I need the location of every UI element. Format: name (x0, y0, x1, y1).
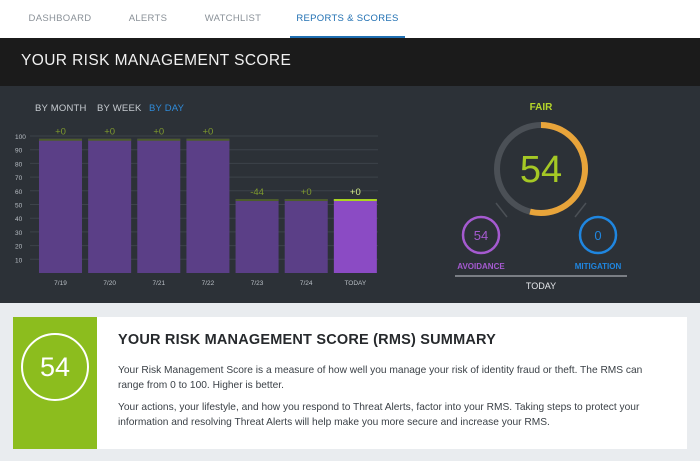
bar-change-label: +0 (153, 127, 164, 138)
y-tick-label: 60 (15, 189, 23, 196)
chart-bar (137, 138, 181, 273)
rms-summary-card: 54 YOUR RISK MANAGEMENT SCORE (RMS) SUMM… (13, 317, 687, 449)
score-bar-chart: 10 20 30 40 50 60 70 80 90 100 +0 7/19 +0 7/20 +0 7/21 +… (12, 127, 378, 287)
chart-bar-cap (186, 138, 230, 141)
bar-change-label: +0 (301, 187, 312, 198)
bar-change-label: -44 (250, 187, 264, 198)
chart-bar (88, 138, 132, 273)
y-tick-label: 90 (15, 148, 23, 155)
avoidance-circle (461, 215, 501, 255)
score-gauge: FAIR 54 54 AVOIDANCE 0 MITIGATION TODAY (455, 102, 627, 291)
y-tick-label: 50 (15, 203, 23, 210)
chart-bar-cap (39, 138, 82, 141)
y-tick-label: 70 (15, 175, 23, 182)
x-tick-label: 7/19 (54, 280, 67, 287)
bar-change-label: +0 (350, 187, 361, 198)
x-tick-label: TODAY (344, 280, 366, 287)
x-tick-label: 7/23 (251, 280, 264, 287)
score-panel: 10 20 30 40 50 60 70 80 90 100 +0 7/19 +0 7/20 +0 7/21 +… (0, 86, 700, 303)
y-tick-label: 10 (15, 257, 23, 264)
y-tick-label: 80 (15, 161, 23, 168)
rating-label: FAIR (530, 102, 554, 113)
chart-bar (186, 138, 230, 273)
bar-change-label: +0 (55, 127, 66, 138)
chart-bar (333, 199, 377, 273)
summary-accent: 54 (13, 317, 97, 449)
gauge-connector-left (495, 202, 508, 218)
tab-dashboard[interactable]: DASHBOARD (28, 13, 92, 24)
summary-paragraph-2: Your actions, your lifestyle, and how yo… (118, 402, 640, 428)
bar-change-label: +0 (104, 127, 115, 138)
mitigation-value: 0 (594, 228, 601, 243)
chart-bar-cap (137, 138, 181, 141)
chart-bar-cap (235, 199, 279, 202)
chart-bar-cap (333, 199, 377, 202)
x-tick-label: 7/22 (202, 280, 215, 287)
tab-reports-scores[interactable]: REPORTS & SCORES (290, 0, 405, 60)
gauge-connector-right (574, 202, 587, 218)
gauge-footer-label: TODAY (526, 281, 556, 291)
x-tick-label: 7/20 (103, 280, 116, 287)
summary-paragraph-1: Your Risk Management Score is a measure … (118, 365, 643, 391)
period-by-week[interactable]: BY WEEK (97, 103, 142, 114)
tab-watchlist[interactable]: WATCHLIST (204, 13, 262, 24)
mitigation-circle (578, 215, 618, 255)
top-nav: DASHBOARD ALERTS WATCHLIST REPORTS & SCO… (0, 0, 700, 60)
bar-change-label: +0 (203, 127, 214, 138)
period-by-month[interactable]: BY MONTH (35, 103, 87, 114)
chart-bar (235, 199, 279, 273)
gauge-score: 54 (520, 149, 562, 191)
y-tick-label: 30 (15, 230, 23, 237)
page-header: YOUR RISK MANAGEMENT SCORE (0, 38, 700, 86)
tab-reports-scores-label: REPORTS & SCORES (296, 13, 399, 24)
y-tick-label: 20 (15, 244, 23, 251)
chart-bar (39, 138, 82, 273)
period-by-day[interactable]: BY DAY (149, 103, 185, 114)
avoidance-label: AVOIDANCE (457, 262, 505, 271)
y-tick-label: 40 (15, 216, 23, 223)
y-tick-label: 100 (15, 134, 26, 141)
summary-title: YOUR RISK MANAGEMENT SCORE (RMS) SUMMARY (118, 332, 497, 348)
x-tick-label: 7/24 (300, 280, 313, 287)
chart-bar (284, 199, 328, 273)
chart-bar-cap (88, 138, 132, 141)
x-tick-label: 7/21 (152, 280, 165, 287)
gauge-arc (529, 122, 588, 216)
avoidance-value: 54 (474, 228, 488, 243)
chart-bar-cap (284, 199, 328, 202)
tab-alerts[interactable]: ALERTS (128, 13, 168, 24)
summary-score-badge: 54 (21, 333, 89, 401)
mitigation-label: MITIGATION (575, 262, 622, 271)
page-title: YOUR RISK MANAGEMENT SCORE (21, 52, 292, 69)
